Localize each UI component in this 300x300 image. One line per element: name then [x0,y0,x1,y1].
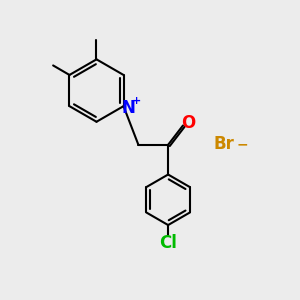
Text: O: O [181,113,195,131]
Text: N: N [121,99,135,117]
Text: Cl: Cl [159,235,177,253]
Text: Br: Br [214,135,235,153]
Text: +: + [131,96,141,106]
Text: −: − [236,137,248,151]
